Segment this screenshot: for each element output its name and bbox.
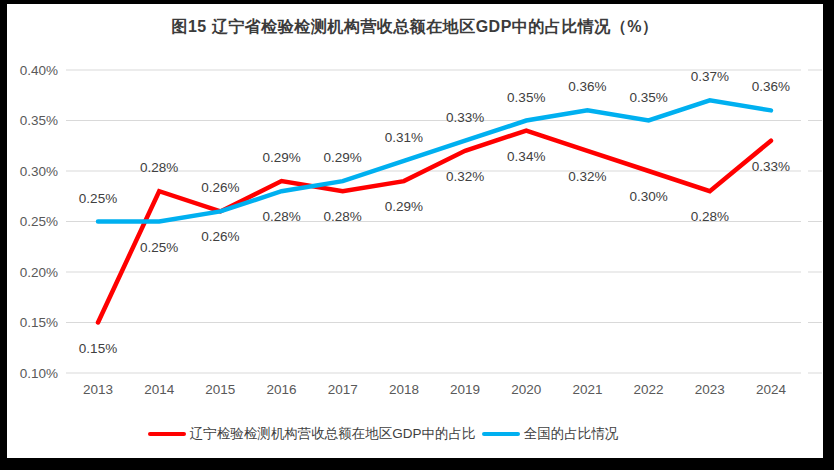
x-tick-label: 2016	[267, 382, 297, 397]
legend-label-liaoning: 辽宁检验检测机构营收总额在地区GDP中的占比	[190, 425, 476, 443]
legend-item-national: 全国的占比情况	[482, 425, 619, 443]
x-tick-label: 2019	[450, 382, 480, 397]
y-tick-label: 0.10%	[20, 366, 58, 381]
data-label: 0.37%	[691, 69, 729, 84]
data-label: 0.25%	[140, 240, 178, 255]
x-tick-label: 2022	[634, 382, 664, 397]
data-label: 0.28%	[324, 209, 362, 224]
x-tick-label: 2024	[756, 382, 787, 397]
data-label: 0.35%	[507, 90, 545, 105]
data-label: 0.29%	[262, 150, 300, 165]
data-label: 0.36%	[568, 79, 606, 94]
x-tick-label: 2013	[83, 382, 113, 397]
y-tick-label: 0.25%	[20, 214, 58, 229]
series-line-liaoning	[98, 131, 771, 323]
x-tick-label: 2015	[205, 382, 235, 397]
y-tick-label: 0.35%	[20, 113, 58, 128]
data-label: 0.33%	[446, 110, 484, 125]
data-label: 0.26%	[201, 180, 239, 195]
y-tick-label: 0.15%	[20, 315, 58, 330]
chart-canvas: 图15 辽宁省检验检测机构营收总额在地区GDP中的占比情况（%） 0.40%0.…	[7, 4, 823, 458]
data-label: 0.15%	[79, 341, 117, 356]
x-tick-label: 2021	[572, 382, 602, 397]
data-label: 0.34%	[507, 149, 545, 164]
data-label: 0.29%	[324, 150, 362, 165]
legend-label-national: 全国的占比情况	[524, 425, 619, 443]
data-label: 0.31%	[385, 130, 423, 145]
x-tick-label: 2023	[695, 382, 725, 397]
y-tick-label: 0.30%	[20, 164, 58, 179]
data-label: 0.25%	[79, 191, 117, 206]
data-label: 0.28%	[262, 209, 300, 224]
data-label: 0.26%	[201, 229, 239, 244]
legend: 辽宁检验检测机构营收总额在地区GDP中的占比 全国的占比情况	[7, 423, 759, 445]
data-label: 0.30%	[629, 189, 667, 204]
y-tick-label: 0.40%	[20, 63, 58, 78]
legend-swatch-national	[482, 432, 520, 437]
data-label: 0.36%	[752, 79, 790, 94]
plot-area: 0.40% 0.35% 0.30% 0.25% 0.20% 0.15% 0.10% 2013 2…	[7, 4, 823, 458]
data-label: 0.35%	[629, 90, 667, 105]
data-label: 0.33%	[752, 159, 790, 174]
legend-swatch-liaoning	[148, 432, 186, 437]
data-label: 0.28%	[140, 160, 178, 175]
x-tick-label: 2020	[511, 382, 541, 397]
y-tick-label: 0.20%	[20, 265, 58, 280]
data-label: 0.28%	[691, 209, 729, 224]
x-tick-label: 2018	[389, 382, 419, 397]
legend-item-liaoning: 辽宁检验检测机构营收总额在地区GDP中的占比	[148, 425, 476, 443]
data-label: 0.29%	[385, 199, 423, 214]
data-label: 0.32%	[568, 169, 606, 184]
data-label: 0.32%	[446, 169, 484, 184]
x-tick-label: 2017	[328, 382, 358, 397]
x-tick-label: 2014	[144, 382, 175, 397]
